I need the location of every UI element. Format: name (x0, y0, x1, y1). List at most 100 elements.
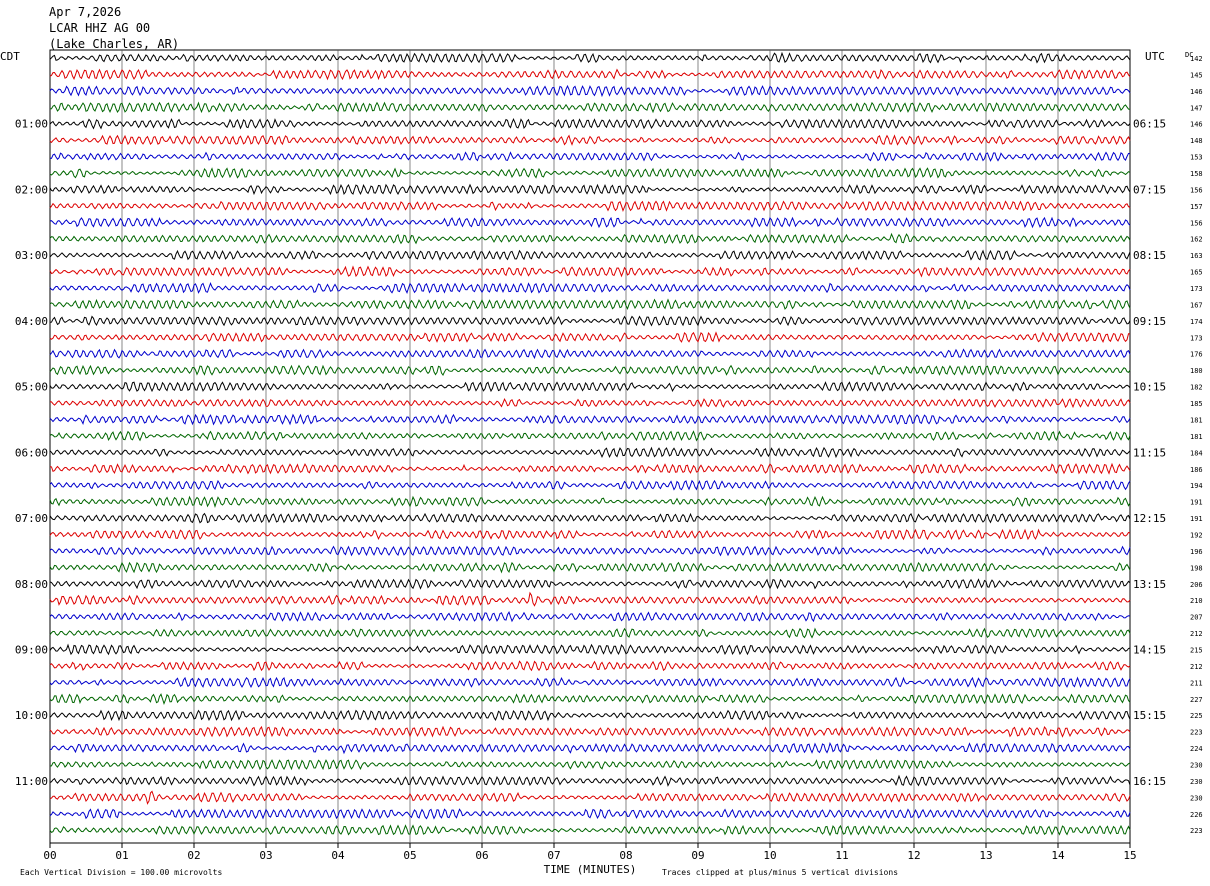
trace-line (49, 51, 1131, 64)
right-hour-label: 15:15 (1133, 709, 1166, 722)
dc-offset-label: 212 (1190, 663, 1203, 671)
trace-line (49, 479, 1131, 491)
left-hour-label: 07:00 (15, 512, 48, 525)
trace-line (49, 430, 1131, 442)
trace-line (49, 742, 1131, 755)
x-tick-label: 02 (187, 849, 200, 862)
x-tick-label: 14 (1051, 849, 1065, 862)
dc-offset-label: 173 (1190, 334, 1203, 342)
dc-offset-label: 207 (1190, 614, 1203, 622)
trace-line (49, 446, 1131, 459)
trace-line (49, 561, 1131, 574)
trace-line (49, 249, 1131, 261)
trace-line (49, 774, 1131, 787)
dc-offset-label: 148 (1190, 137, 1203, 145)
trace-line (49, 660, 1131, 672)
right-hour-label: 08:15 (1133, 249, 1166, 262)
left-hour-label: 04:00 (15, 315, 48, 328)
x-tick-label: 15 (1123, 849, 1136, 862)
x-tick-label: 12 (907, 849, 920, 862)
dc-offset-label: 206 (1190, 581, 1203, 589)
x-axis-title: TIME (MINUTES) (544, 863, 637, 876)
trace-line (49, 759, 1131, 771)
dc-offset-label: 186 (1190, 466, 1203, 474)
trace-line (49, 331, 1131, 343)
dc-offset-label: 163 (1190, 252, 1203, 260)
right-hour-label: 12:15 (1133, 512, 1166, 525)
dc-offset-label: 146 (1190, 88, 1203, 96)
right-hour-label: 11:15 (1133, 446, 1166, 459)
trace-line (49, 134, 1131, 146)
x-tick-label: 03 (259, 849, 272, 862)
right-hour-label: 06:15 (1133, 118, 1166, 131)
dc-offset-label: 165 (1190, 269, 1203, 277)
dc-offset-label: 191 (1190, 499, 1203, 507)
right-hour-label: 16:15 (1133, 775, 1166, 788)
trace-line (49, 298, 1131, 311)
x-tick-label: 00 (43, 849, 56, 862)
x-tick-label: 01 (115, 849, 128, 862)
dc-offset-label: 225 (1190, 712, 1203, 720)
dc-offset-label: 196 (1190, 548, 1203, 556)
left-hour-label: 03:00 (15, 249, 48, 262)
trace-line (49, 151, 1131, 162)
trace-line (49, 676, 1131, 689)
trace-line (49, 578, 1131, 590)
left-hour-label: 08:00 (15, 578, 48, 591)
trace-line (49, 528, 1131, 541)
trace-line (49, 265, 1131, 278)
x-tick-label: 09 (691, 849, 704, 862)
left-hour-label: 02:00 (15, 183, 48, 196)
trace-line (49, 591, 1131, 607)
trace-line (49, 315, 1131, 327)
x-tick-label: 11 (835, 849, 848, 862)
header-location: (Lake Charles, AR) (49, 37, 180, 51)
dc-offset-label: 162 (1190, 236, 1203, 244)
right-hour-label: 09:15 (1133, 315, 1166, 328)
dc-offset-label: 180 (1190, 367, 1203, 375)
trace-line (49, 398, 1131, 409)
x-tick-label: 10 (763, 849, 776, 862)
dc-offset-label: 182 (1190, 384, 1203, 392)
header-station: LCAR HHZ AG 00 (49, 21, 151, 35)
dc-offset-label: 212 (1190, 630, 1203, 638)
x-tick-label: 06 (475, 849, 488, 862)
dc-offset-label: 167 (1190, 301, 1203, 309)
left-hour-label: 11:00 (15, 775, 48, 788)
trace-lines (49, 51, 1131, 837)
dc-offset-label: 227 (1190, 696, 1203, 704)
trace-line (49, 808, 1131, 820)
trace-line (49, 495, 1131, 508)
x-tick-label: 07 (547, 849, 560, 862)
dc-offset-label: 230 (1190, 761, 1203, 769)
dc-offset-label: 224 (1190, 745, 1203, 753)
dc-offset-label: 142 (1190, 55, 1203, 63)
trace-line (49, 200, 1131, 213)
right-hour-label: 13:15 (1133, 578, 1166, 591)
trace-line (49, 101, 1131, 114)
trace-line (49, 348, 1131, 360)
dc-offset-label: 181 (1190, 416, 1203, 424)
header-date: Apr 7,2026 (49, 5, 122, 19)
dc-offset-label: 215 (1190, 646, 1203, 654)
x-tick-label: 13 (979, 849, 992, 862)
dc-offset-label: 156 (1190, 219, 1203, 227)
dc-offset-label: 191 (1190, 515, 1203, 523)
left-hour-label: 09:00 (15, 643, 48, 656)
scale-note: Each Vertical Division = 100.00 microvol… (20, 868, 222, 877)
trace-line (49, 725, 1131, 738)
trace-line (49, 643, 1131, 656)
left-hour-label: 05:00 (15, 381, 48, 394)
trace-line (49, 790, 1131, 805)
dc-offset-label: 211 (1190, 679, 1203, 687)
right-hour-label: 07:15 (1133, 183, 1166, 196)
trace-line (49, 413, 1131, 426)
trace-line (49, 117, 1131, 130)
dc-header-label: DC (1185, 51, 1193, 59)
dc-offset-label: 226 (1190, 811, 1203, 819)
dc-offset-label: 230 (1190, 778, 1203, 786)
left-timezone-label: CDT (0, 50, 20, 63)
dc-offset-label: 184 (1190, 449, 1203, 457)
trace-line (49, 627, 1131, 639)
trace-line (49, 282, 1131, 295)
